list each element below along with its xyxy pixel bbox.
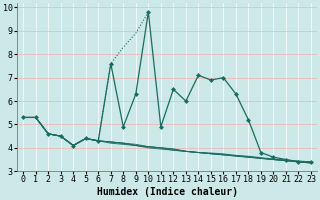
X-axis label: Humidex (Indice chaleur): Humidex (Indice chaleur) — [97, 187, 237, 197]
